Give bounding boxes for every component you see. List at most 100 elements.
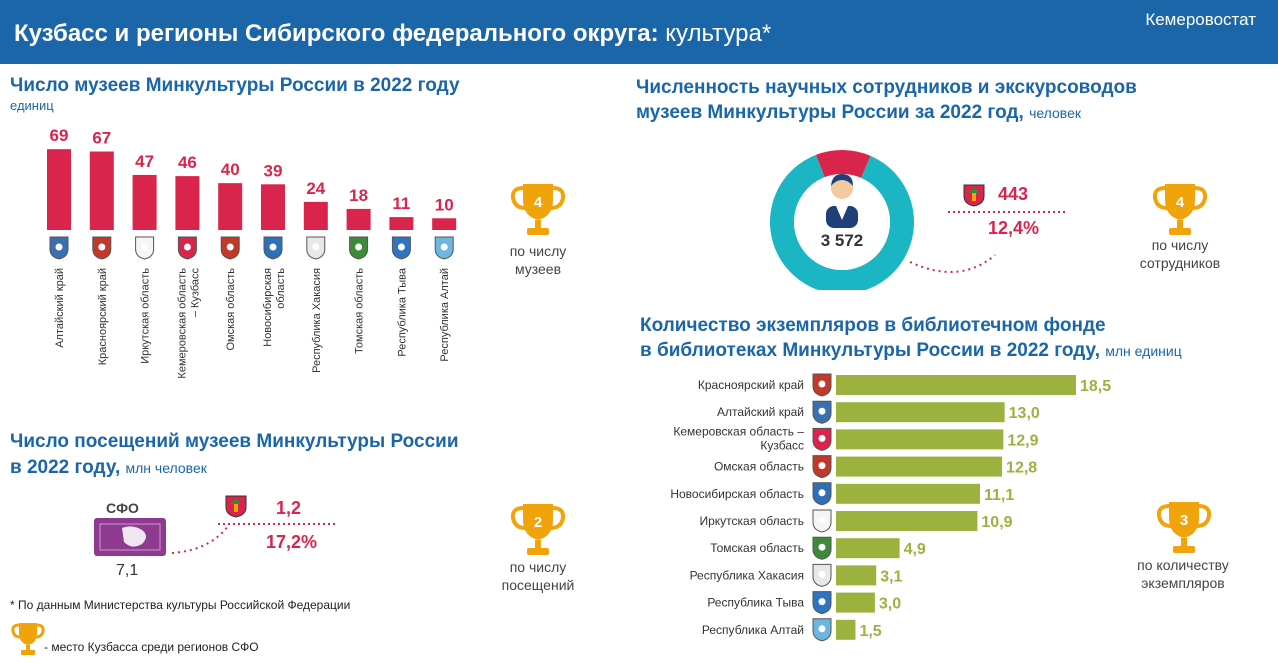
library-category-label: Алтайский край (717, 405, 804, 419)
sfo-ticket-icon: СФО (92, 496, 172, 560)
museums-unit: единиц (10, 98, 54, 113)
museums-rank-text: по числу музеев (509, 243, 567, 277)
visits-connector (171, 523, 335, 554)
library-category-label: Томская область (710, 541, 804, 555)
staff-kuzbass-share: 12,4% (988, 218, 1040, 238)
coat-of-arms-icon (812, 536, 832, 560)
library-bar-chart: 18,5 Красноярский край 13,0 Алтайский край 1… (600, 370, 1120, 650)
coat-of-arms-icon (812, 591, 832, 615)
museum-category-label: Республика Хакасия (311, 268, 323, 373)
museum-category-label: Томская область (354, 268, 366, 354)
museum-bar (175, 176, 200, 230)
trophy-icon (11, 623, 45, 655)
donut-slice-others (770, 154, 914, 290)
org-name: Кемеровостат (1145, 10, 1256, 29)
museum-bar (132, 174, 157, 230)
header-bar (0, 0, 1278, 64)
coat-of-arms-icon (812, 509, 832, 533)
library-category-label: Новосибирская область (670, 487, 804, 501)
museum-category-label: Новосибирскаяобласть (262, 268, 287, 347)
museum-bar-value: 67 (92, 129, 111, 148)
svg-text:3: 3 (1180, 512, 1188, 529)
staff-total: 3 572 (821, 231, 864, 250)
museum-category-label: Республика Алтай (439, 268, 451, 362)
trophy-icon: 4 (1152, 184, 1208, 235)
library-bar-value: 18,5 (1080, 378, 1111, 395)
staff-title-1: Численность научных сотрудников и экскур… (636, 77, 1137, 98)
library-title-1: Количество экземпляров в библиотечном фо… (640, 315, 1106, 336)
museum-bar (261, 184, 285, 230)
museum-category-label: Красноярский край (97, 268, 109, 365)
library-bar (836, 456, 1003, 477)
museum-category-label: Кемеровская область– Кузбасс (176, 268, 201, 379)
coat-of-arms-icon (812, 563, 832, 587)
kuzbass-emblem-staff (962, 181, 986, 207)
library-category-label: Республика Тыва (707, 596, 804, 610)
sfo-value: 7,1 (116, 562, 139, 579)
coat-of-arms-icon (812, 400, 832, 424)
cup-library: 3 (1154, 498, 1214, 558)
coat-of-arms-icon (135, 236, 155, 260)
library-bar-value: 11,1 (984, 487, 1014, 504)
museum-bar-value: 11 (392, 194, 410, 213)
coat-of-arms-icon (306, 236, 326, 260)
svg-text:4: 4 (1176, 194, 1185, 211)
coat-of-arms-icon (812, 373, 832, 397)
staff-rank-text: по числу сотрудников (1139, 237, 1221, 271)
museum-bar-value: 39 (264, 161, 283, 180)
library-bar-value: 4,9 (904, 541, 926, 558)
visits-kuzbass-value: 1,2 (276, 498, 302, 518)
cup-rank: 4 (534, 194, 543, 211)
library-bar (836, 375, 1076, 395)
coat-of-arms-icon (225, 495, 247, 518)
library-category-label: Иркутская область (700, 514, 805, 528)
museum-bar-value: 10 (435, 195, 454, 214)
library-bar-value: 12,9 (1007, 432, 1038, 449)
museums-title: Число музеев Минкультуры России в 2022 г… (10, 75, 460, 96)
library-bar (836, 565, 877, 586)
coat-of-arms-icon (92, 236, 112, 260)
museum-bar-value: 40 (221, 160, 240, 179)
legend-text: - место Кузбасса среди регионов СФО (44, 640, 259, 654)
staff-donut-chart: 3 572 (770, 150, 1065, 290)
cup-visits: 2 (508, 500, 568, 560)
library-bar (836, 483, 980, 504)
cup-staff: 4 (1150, 180, 1210, 240)
museum-bar (303, 201, 328, 230)
visits-kuzbass-share: 17,2% (266, 532, 318, 552)
library-bar-value: 10,9 (981, 514, 1012, 531)
museum-category-label: Омская область (225, 268, 237, 351)
library-bar (836, 429, 1004, 450)
library-category-label: Республика Алтай (702, 623, 804, 637)
trophy-icon: 4 (510, 184, 566, 235)
museum-bar-value: 24 (306, 179, 325, 198)
person-icon (826, 174, 858, 228)
svg-text:2: 2 (534, 514, 542, 531)
library-category-label: Омская область (714, 460, 804, 474)
trophy-icon: 3 (1156, 502, 1212, 553)
trophy-icon: 2 (510, 504, 566, 555)
legend-cup (10, 620, 46, 658)
library-category-label: Красноярский край (698, 378, 804, 392)
library-bar (836, 402, 1005, 423)
kuzbass-emblem-visits (224, 492, 248, 518)
library-bar (836, 511, 978, 531)
library-title-2: в библиотеках Минкультуры России в 2022 … (640, 340, 1182, 361)
staff-kuzbass-value: 443 (998, 184, 1029, 204)
coat-of-arms-icon (812, 618, 832, 642)
museum-bar (47, 149, 71, 230)
library-bar (836, 538, 900, 559)
museum-bar-value: 69 (50, 126, 69, 145)
donut-slice-kuzbass (815, 150, 871, 178)
museum-category-label: Республика Тыва (396, 267, 408, 357)
museum-bar (89, 151, 114, 230)
cup-museums: 4 (508, 180, 568, 240)
staff-title-2: музеев Минкультуры России за 2022 год, ч… (636, 102, 1081, 123)
coat-of-arms-icon (49, 236, 69, 260)
coat-of-arms-icon (220, 236, 240, 260)
coat-of-arms-icon (812, 455, 832, 479)
library-bar (836, 619, 856, 640)
library-bar-value: 12,8 (1006, 460, 1037, 477)
coat-of-arms-icon (177, 236, 197, 260)
museum-bar-value: 46 (178, 153, 197, 172)
